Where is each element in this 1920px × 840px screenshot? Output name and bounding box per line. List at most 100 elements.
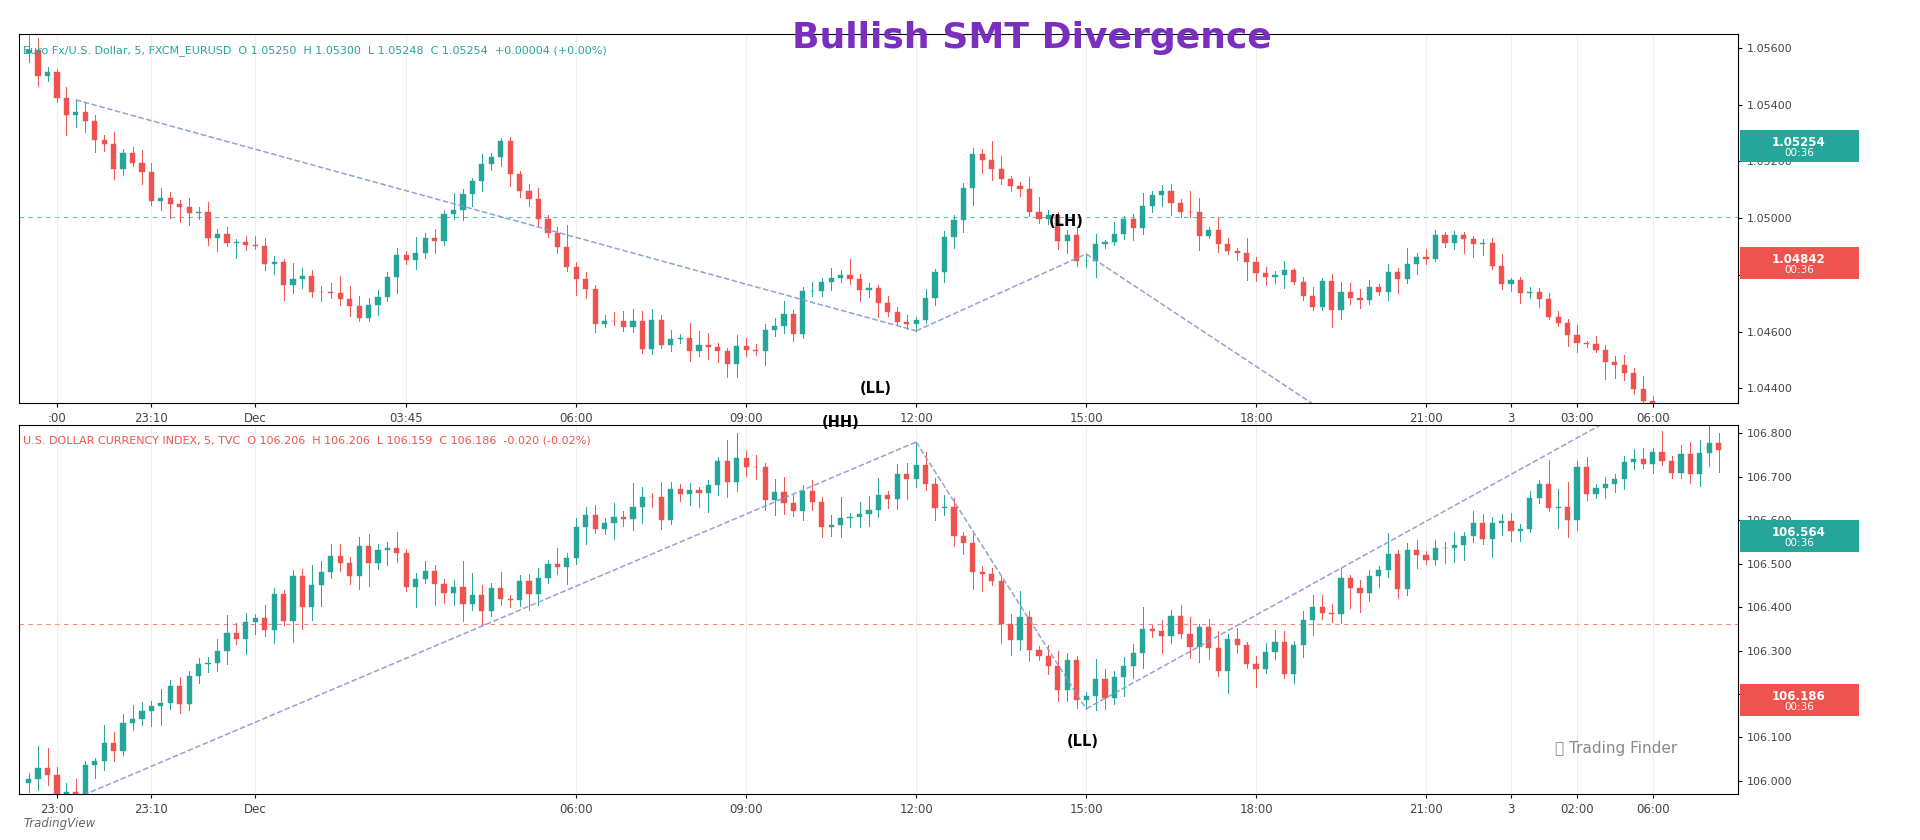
Text: TradingView: TradingView	[23, 817, 96, 830]
Bar	[668, 489, 674, 520]
Bar	[1348, 579, 1354, 589]
Bar	[271, 594, 276, 631]
Bar	[697, 491, 701, 493]
Bar	[1046, 215, 1050, 218]
Bar	[733, 458, 739, 482]
Bar	[1235, 251, 1240, 253]
Bar	[1292, 645, 1296, 675]
Bar	[1283, 270, 1286, 275]
Bar	[1405, 265, 1409, 279]
Bar	[516, 175, 522, 192]
Bar	[716, 461, 720, 486]
Bar	[1461, 235, 1467, 239]
Bar	[1112, 234, 1117, 242]
Bar	[584, 515, 588, 527]
Bar	[1064, 234, 1069, 241]
Bar	[584, 280, 588, 290]
Bar	[167, 197, 173, 204]
Bar	[1140, 207, 1146, 228]
Bar	[1574, 467, 1580, 520]
Bar	[1500, 266, 1503, 284]
Bar	[403, 255, 409, 260]
Bar	[186, 675, 192, 704]
Bar	[1594, 344, 1599, 350]
Bar	[1083, 696, 1089, 700]
Bar	[1131, 219, 1137, 228]
Bar	[603, 321, 607, 324]
Bar	[1169, 192, 1173, 202]
Bar	[480, 595, 484, 611]
Text: 1.04842: 1.04842	[1772, 253, 1826, 265]
Bar	[545, 564, 551, 578]
Text: 00:36: 00:36	[1784, 265, 1814, 275]
Bar	[54, 775, 60, 805]
Bar	[1225, 244, 1231, 251]
Bar	[574, 527, 578, 558]
Bar	[1215, 648, 1221, 671]
Bar	[856, 514, 862, 517]
Bar	[1442, 235, 1448, 243]
Bar	[1319, 281, 1325, 307]
Bar	[196, 212, 202, 213]
Bar	[338, 293, 344, 299]
Bar	[998, 169, 1004, 179]
Bar	[507, 599, 513, 601]
Bar	[1500, 522, 1503, 523]
Bar	[847, 276, 852, 279]
Bar	[121, 153, 125, 169]
Bar	[1338, 291, 1344, 310]
Bar	[564, 247, 570, 266]
Bar	[885, 495, 891, 499]
Bar	[442, 213, 447, 241]
Text: Euro Fx/U.S. Dollar, 5, FXCM_EURUSD  O 1.05250  H 1.05300  L 1.05248  C 1.05254 : Euro Fx/U.S. Dollar, 5, FXCM_EURUSD O 1.…	[23, 45, 607, 55]
Bar	[1526, 498, 1532, 528]
Bar	[998, 581, 1004, 624]
Bar	[1102, 242, 1108, 244]
Bar	[413, 254, 419, 260]
Text: U.S. DOLLAR CURRENCY INDEX, 5, TVC  O 106.206  H 106.206  L 106.159  C 106.186  : U.S. DOLLAR CURRENCY INDEX, 5, TVC O 106…	[23, 436, 589, 446]
Bar	[148, 706, 154, 711]
Bar	[1273, 275, 1277, 276]
Bar	[403, 554, 409, 587]
Bar	[1377, 287, 1380, 292]
Bar	[357, 546, 361, 576]
Bar	[35, 50, 40, 76]
Bar	[1160, 632, 1164, 636]
Bar	[1707, 443, 1713, 453]
Bar	[1206, 229, 1212, 236]
Bar	[215, 650, 221, 664]
Bar	[413, 579, 419, 587]
Bar	[611, 517, 616, 523]
Bar	[44, 71, 50, 76]
Text: 00:36: 00:36	[1784, 702, 1814, 712]
Text: (LH): (LH)	[1048, 213, 1083, 228]
Bar	[432, 571, 438, 584]
Bar	[92, 121, 98, 140]
Bar	[253, 618, 257, 622]
Bar	[480, 165, 484, 181]
Bar	[131, 719, 134, 722]
Bar	[1283, 642, 1286, 675]
Bar	[603, 523, 607, 528]
Bar	[1121, 219, 1127, 234]
Bar	[167, 686, 173, 703]
Bar	[1565, 323, 1571, 335]
Bar	[300, 276, 305, 279]
Bar	[593, 290, 597, 324]
Bar	[300, 576, 305, 606]
Bar	[1546, 484, 1551, 507]
Bar	[924, 298, 927, 320]
Bar	[1244, 645, 1250, 664]
Bar	[1480, 243, 1486, 244]
Bar	[309, 585, 315, 606]
Bar	[63, 792, 69, 805]
Bar	[348, 564, 351, 576]
Bar	[516, 581, 522, 601]
Bar	[1018, 617, 1023, 639]
Bar	[1187, 634, 1192, 647]
Bar	[102, 743, 108, 761]
Bar	[1471, 523, 1476, 536]
Bar	[1140, 628, 1146, 653]
Bar	[526, 192, 532, 199]
Bar	[1329, 281, 1334, 310]
